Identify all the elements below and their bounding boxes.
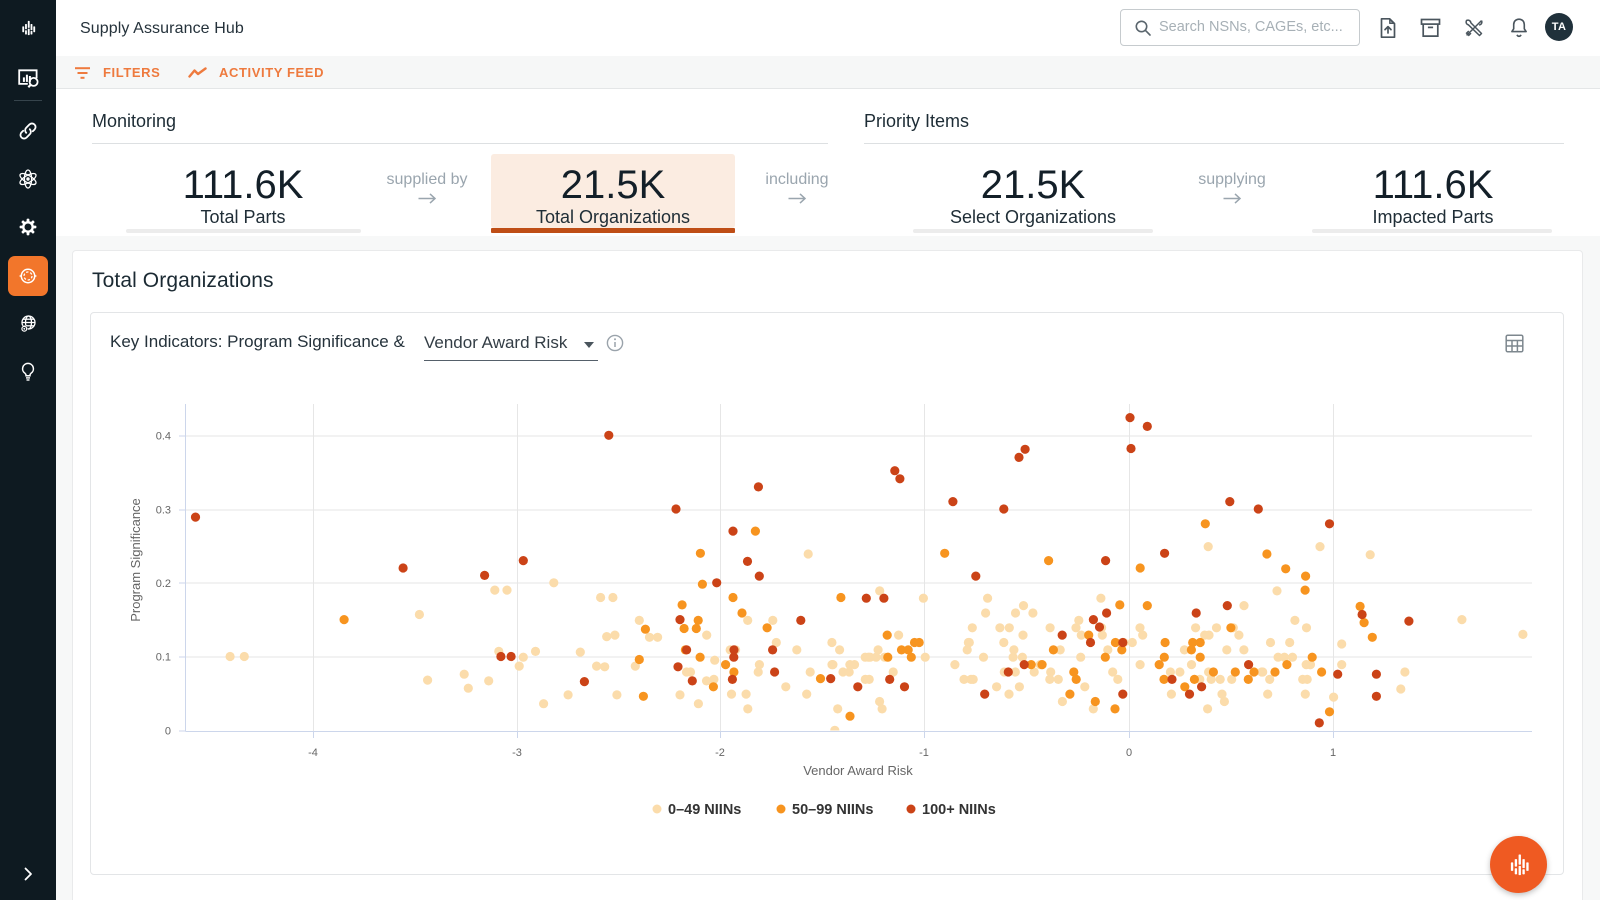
svg-text:-3: -3 xyxy=(512,747,522,759)
svg-text:0–49 NIINs: 0–49 NIINs xyxy=(668,802,741,818)
svg-text:0.1: 0.1 xyxy=(156,652,171,664)
svg-text:-4: -4 xyxy=(308,747,318,759)
svg-text:-1: -1 xyxy=(919,747,929,759)
svg-text:0: 0 xyxy=(165,726,171,738)
svg-text:-2: -2 xyxy=(715,747,725,759)
svg-text:Vendor Award Risk: Vendor Award Risk xyxy=(803,763,913,778)
svg-text:0.4: 0.4 xyxy=(156,431,171,443)
svg-text:Program Significance: Program Significance xyxy=(128,498,143,622)
svg-text:0.2: 0.2 xyxy=(156,578,171,590)
svg-text:0: 0 xyxy=(1126,747,1132,759)
svg-text:50–99 NIINs: 50–99 NIINs xyxy=(792,802,873,818)
svg-text:1: 1 xyxy=(1330,747,1336,759)
svg-text:100+ NIINs: 100+ NIINs xyxy=(922,802,996,818)
svg-text:0.3: 0.3 xyxy=(156,505,171,517)
